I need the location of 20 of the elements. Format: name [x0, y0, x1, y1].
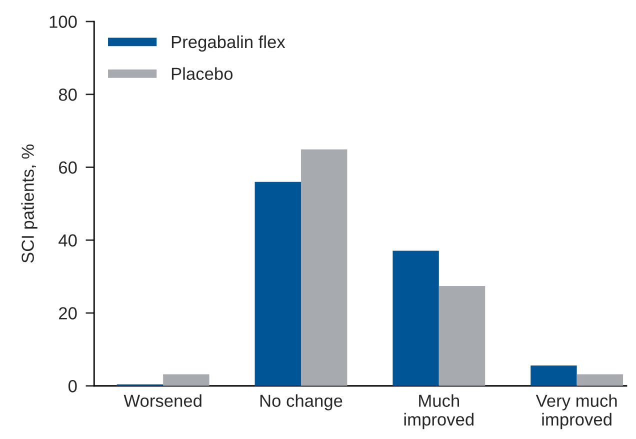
bar [163, 374, 210, 386]
y-tick-label: 40 [58, 234, 77, 247]
y-tick-label: 80 [58, 88, 77, 101]
bar [530, 365, 577, 386]
y-tick-label: 20 [59, 307, 77, 320]
bar [576, 374, 624, 386]
y-tick-label: 60 [59, 161, 77, 174]
x-tick-label: Worsened [124, 394, 202, 407]
y-tick-label: 100 [50, 16, 77, 28]
x-tick-label: Much improved [404, 394, 474, 430]
y-axis-title: SCI patients, % [21, 144, 38, 263]
bar [254, 182, 301, 386]
bar [392, 250, 439, 386]
legend-label: Placebo [172, 67, 233, 80]
legend-label: Pregabalin flex [172, 35, 286, 52]
bar [300, 149, 348, 386]
bar [438, 286, 486, 386]
y-tick-label: 0 [68, 380, 77, 392]
x-tick-label: Very much improved [536, 394, 617, 430]
x-tick-label: No change [260, 394, 342, 410]
